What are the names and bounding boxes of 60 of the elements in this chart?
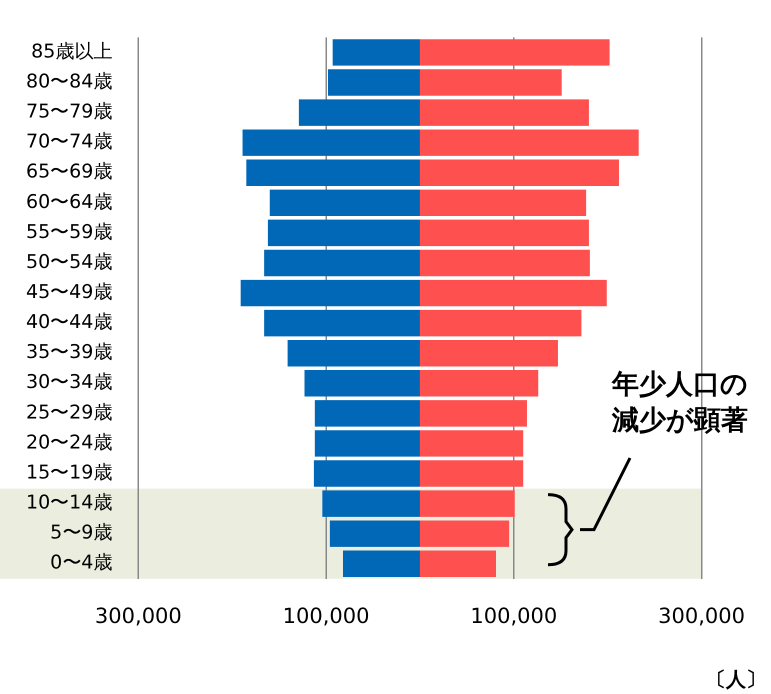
bar — [298, 99, 420, 126]
bar — [240, 280, 420, 306]
bar — [420, 490, 515, 517]
y-tick-label: 0〜4歳 — [50, 552, 112, 574]
x-axis-title: 〔人〕 — [706, 667, 766, 691]
y-tick-label: 20〜24歳 — [26, 431, 112, 454]
y-tick-label: 85歳以上 — [31, 40, 112, 62]
bar — [264, 310, 420, 336]
bar — [420, 190, 586, 216]
bar — [420, 220, 589, 246]
y-tick-label: 40〜44歳 — [26, 311, 112, 334]
y-tick-label: 5〜9歳 — [50, 522, 112, 544]
bar — [420, 430, 524, 457]
bar — [314, 460, 420, 487]
bar — [420, 460, 524, 487]
bar — [246, 160, 420, 186]
bar — [332, 39, 420, 66]
y-tick-label: 50〜54歳 — [26, 250, 112, 273]
y-tick-label: 30〜34歳 — [26, 371, 112, 394]
y-tick-label: 75〜79歳 — [26, 100, 112, 123]
y-tick-label: 60〜64歳 — [26, 190, 112, 213]
y-tick-label: 35〜39歳 — [26, 341, 112, 364]
bar — [342, 550, 420, 577]
y-tick-label: 70〜74歳 — [26, 130, 112, 153]
bar — [420, 250, 590, 276]
bar — [288, 340, 420, 366]
bar — [420, 400, 527, 427]
bar — [420, 550, 496, 577]
y-tick-label: 45〜49歳 — [26, 281, 112, 303]
bar — [420, 39, 610, 66]
bar — [420, 370, 538, 397]
bar — [420, 160, 619, 186]
bar — [420, 310, 582, 336]
annotation: 年少人口の減少が顕著 — [611, 369, 748, 436]
bar — [322, 490, 420, 517]
bar — [420, 69, 562, 96]
bar — [420, 340, 558, 366]
bar — [242, 129, 420, 156]
x-tick-label: 100,000 — [470, 604, 558, 628]
bar — [420, 129, 639, 156]
x-tick-label: 300,000 — [658, 604, 745, 628]
y-tick-label: 25〜29歳 — [26, 401, 112, 424]
bar — [420, 99, 589, 126]
bar — [304, 370, 420, 397]
y-tick-label: 15〜19歳 — [26, 461, 112, 484]
bar — [328, 69, 420, 96]
y-tick-label: 10〜14歳 — [26, 492, 112, 514]
y-tick-label: 80〜84歳 — [26, 70, 112, 92]
bar — [420, 280, 607, 306]
y-tick-label: 55〜59歳 — [26, 220, 112, 243]
bar — [264, 250, 420, 276]
bar — [314, 400, 420, 427]
y-tick-label: 65〜69歳 — [26, 160, 112, 183]
bar — [420, 520, 510, 547]
bar — [330, 520, 420, 547]
bar — [268, 220, 420, 246]
x-tick-label: 300,000 — [94, 604, 182, 628]
bar — [270, 190, 420, 216]
x-tick-label: 100,000 — [282, 604, 370, 628]
bar — [314, 430, 420, 457]
